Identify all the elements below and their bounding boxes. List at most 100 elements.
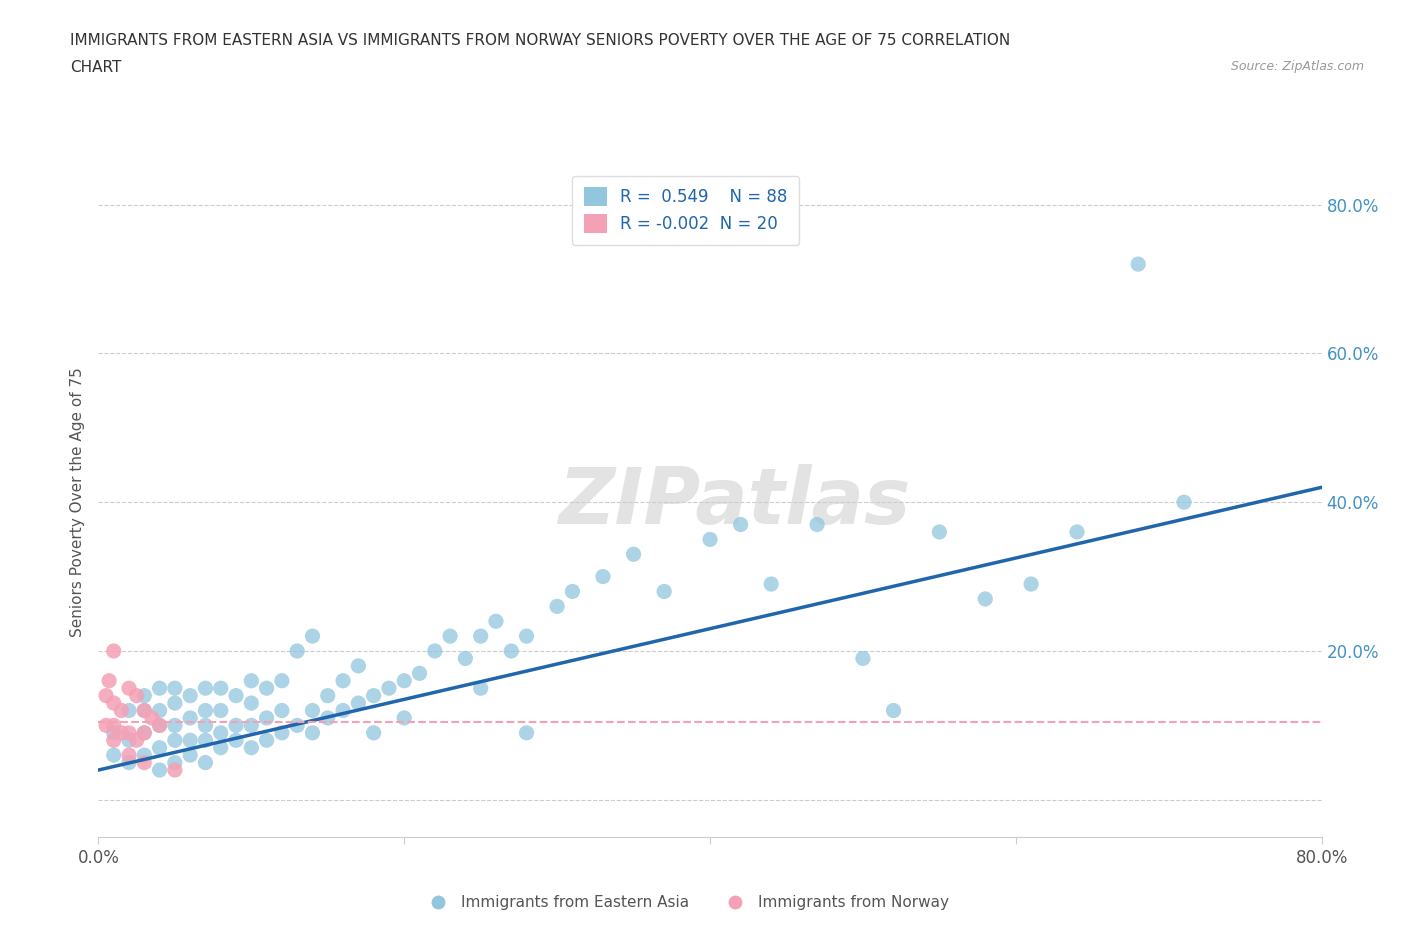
Point — [163, 681, 186, 696]
Point — [98, 673, 121, 688]
Point — [363, 725, 385, 740]
Point — [194, 733, 217, 748]
Point — [1173, 495, 1195, 510]
Point — [285, 718, 308, 733]
Point — [423, 644, 446, 658]
Point — [103, 644, 125, 658]
Point — [134, 755, 156, 770]
Point — [516, 725, 538, 740]
Point — [179, 688, 201, 703]
Point — [179, 711, 201, 725]
Point — [163, 696, 186, 711]
Point — [928, 525, 950, 539]
Text: CHART: CHART — [70, 60, 122, 75]
Point — [149, 740, 172, 755]
Y-axis label: Seniors Poverty Over the Age of 75: Seniors Poverty Over the Age of 75 — [70, 367, 86, 637]
Point — [125, 688, 148, 703]
Legend: Immigrants from Eastern Asia, Immigrants from Norway: Immigrants from Eastern Asia, Immigrants… — [416, 889, 955, 916]
Point — [209, 740, 232, 755]
Point — [256, 681, 278, 696]
Point — [561, 584, 583, 599]
Point — [134, 748, 156, 763]
Point — [118, 681, 141, 696]
Point — [134, 688, 156, 703]
Point — [194, 681, 217, 696]
Point — [125, 733, 148, 748]
Point — [118, 748, 141, 763]
Point — [392, 673, 416, 688]
Point — [806, 517, 828, 532]
Point — [163, 763, 186, 777]
Point — [363, 688, 385, 703]
Point — [194, 703, 217, 718]
Point — [103, 748, 125, 763]
Point — [301, 703, 323, 718]
Point — [470, 629, 492, 644]
Point — [149, 718, 172, 733]
Point — [225, 688, 247, 703]
Point — [163, 733, 186, 748]
Point — [270, 673, 292, 688]
Point — [485, 614, 508, 629]
Point — [103, 725, 125, 740]
Point — [378, 681, 401, 696]
Point — [730, 517, 752, 532]
Point — [852, 651, 875, 666]
Point — [454, 651, 477, 666]
Point — [194, 718, 217, 733]
Point — [149, 763, 172, 777]
Point — [256, 733, 278, 748]
Point — [392, 711, 416, 725]
Point — [134, 703, 156, 718]
Text: ZIPatlas: ZIPatlas — [558, 464, 911, 540]
Point — [316, 711, 339, 725]
Point — [439, 629, 461, 644]
Point — [652, 584, 675, 599]
Point — [240, 673, 263, 688]
Point — [270, 725, 292, 740]
Point — [94, 718, 117, 733]
Point — [194, 755, 217, 770]
Point — [501, 644, 523, 658]
Point — [134, 725, 156, 740]
Point — [347, 696, 370, 711]
Point — [623, 547, 645, 562]
Point — [759, 577, 782, 591]
Point — [118, 703, 141, 718]
Point — [347, 658, 370, 673]
Point — [134, 703, 156, 718]
Point — [1066, 525, 1088, 539]
Point — [163, 718, 186, 733]
Point — [209, 681, 232, 696]
Point — [110, 725, 132, 740]
Point — [883, 703, 905, 718]
Point — [1019, 577, 1042, 591]
Point — [1128, 257, 1150, 272]
Point — [301, 629, 323, 644]
Point — [141, 711, 163, 725]
Point — [103, 696, 125, 711]
Point — [149, 703, 172, 718]
Point — [103, 733, 125, 748]
Point — [546, 599, 568, 614]
Point — [94, 688, 117, 703]
Point — [179, 748, 201, 763]
Point — [134, 725, 156, 740]
Point — [285, 644, 308, 658]
Point — [974, 591, 997, 606]
Point — [256, 711, 278, 725]
Point — [118, 725, 141, 740]
Point — [316, 688, 339, 703]
Point — [240, 740, 263, 755]
Point — [408, 666, 430, 681]
Point — [240, 718, 263, 733]
Point — [149, 718, 172, 733]
Point — [179, 733, 201, 748]
Point — [163, 755, 186, 770]
Point — [516, 629, 538, 644]
Point — [270, 703, 292, 718]
Point — [110, 703, 132, 718]
Text: IMMIGRANTS FROM EASTERN ASIA VS IMMIGRANTS FROM NORWAY SENIORS POVERTY OVER THE : IMMIGRANTS FROM EASTERN ASIA VS IMMIGRAN… — [70, 33, 1011, 47]
Point — [332, 673, 354, 688]
Point — [225, 733, 247, 748]
